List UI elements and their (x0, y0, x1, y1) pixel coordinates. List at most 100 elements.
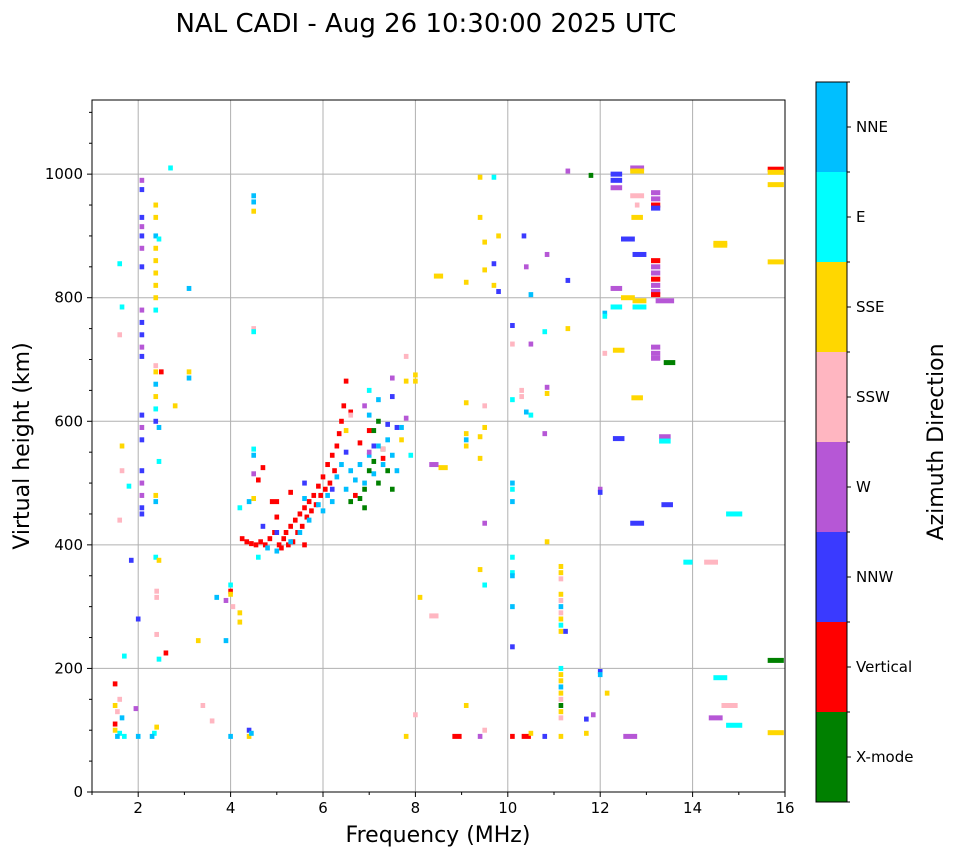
data-point-w (477, 733, 483, 739)
data-point-w (139, 480, 145, 486)
data-point-ssw (403, 353, 409, 359)
data-point-w (139, 492, 145, 498)
data-point-nnw (302, 480, 307, 486)
data-point-nne (306, 517, 312, 523)
data-point-ssw (519, 387, 524, 393)
data-point-vertical (325, 462, 330, 468)
data-point-w (651, 355, 661, 361)
data-point-nne (510, 499, 515, 505)
data-point-sse (399, 437, 404, 443)
data-point-nnw (612, 436, 625, 442)
data-point-nnw (597, 489, 603, 495)
data-point-nne (357, 462, 363, 468)
data-point-vertical (323, 486, 328, 492)
data-point-w (597, 486, 603, 492)
data-point-nnw (597, 669, 603, 675)
data-point-e (119, 304, 125, 310)
data-point-sse (463, 400, 469, 406)
data-point-ssw (348, 412, 354, 418)
data-point-vertical (279, 545, 284, 551)
data-point-e (659, 438, 671, 444)
data-point-nnw (139, 264, 145, 270)
data-point-vertical (256, 477, 261, 483)
data-point-vertical (380, 455, 386, 461)
data-point-nnw (542, 733, 548, 739)
data-point-nnw (565, 277, 571, 283)
data-point-e (228, 582, 233, 588)
colorbar-segment-nnw (816, 532, 847, 622)
data-point-ssw (200, 703, 206, 708)
data-point-nne (288, 539, 293, 545)
data-point-vertical (341, 403, 347, 409)
data-point-nne (251, 199, 257, 205)
data-point-vertical (353, 492, 358, 498)
data-point-nne (223, 638, 229, 644)
data-point-nne (119, 715, 125, 721)
data-point-vertical (258, 539, 263, 545)
data-point-e (558, 665, 564, 671)
data-point-e (126, 483, 132, 489)
data-point-vertical (292, 517, 298, 523)
data-point-e (156, 458, 162, 464)
data-point-ssw (230, 604, 236, 610)
x-tick-label: 2 (133, 799, 143, 817)
data-point-vertical (329, 452, 335, 458)
x-tick-label: 16 (775, 799, 794, 817)
data-point-nnw (496, 289, 501, 295)
data-point-w (651, 196, 661, 202)
data-point-vertical (318, 492, 323, 498)
data-point-nnw (153, 418, 159, 424)
data-point-nne (366, 452, 372, 458)
data-point-vertical (281, 536, 287, 542)
data-point-sse (403, 733, 409, 739)
data-point-e (558, 622, 564, 628)
data-point-nnw (135, 616, 141, 622)
data-point-ssw (154, 594, 159, 600)
data-point-nnw (610, 171, 623, 177)
data-point-w (223, 597, 229, 603)
data-point-sse (228, 591, 233, 597)
data-point-vertical (334, 443, 340, 449)
data-point-nne (389, 452, 395, 458)
data-point-e (251, 329, 257, 335)
data-point-sse (630, 168, 645, 174)
data-point-ssw (721, 703, 738, 708)
data-point-vertical (112, 721, 118, 727)
data-point-e (632, 304, 647, 310)
data-point-w (139, 224, 145, 230)
data-point-e (528, 412, 534, 418)
data-point-w (139, 245, 145, 251)
data-point-ssw (117, 332, 123, 338)
data-point-nnw (139, 412, 145, 418)
data-point-nne (149, 733, 155, 739)
data-point-sse (417, 594, 423, 600)
data-point-sse (477, 174, 483, 180)
data-point-w (389, 375, 395, 381)
data-point-sse (631, 214, 643, 220)
data-point-vertical (260, 465, 266, 471)
data-point-sse (767, 169, 784, 175)
data-point-vertical (348, 409, 354, 415)
data-point-nnw (661, 502, 673, 508)
x-axis-label: Frequency (MHz) (346, 823, 531, 848)
data-point-vertical (288, 523, 293, 529)
data-point-sse (343, 428, 349, 434)
data-point-x-mode (371, 458, 377, 464)
x-tick-label: 14 (683, 799, 702, 817)
data-point-e (482, 582, 488, 588)
data-point-vertical (651, 258, 661, 264)
data-point-e (683, 559, 693, 565)
data-point-sse (565, 326, 571, 332)
data-point-vertical (239, 536, 245, 542)
data-point-sse (558, 672, 564, 678)
colorbar-segment-e (816, 172, 847, 262)
data-point-vertical (339, 418, 344, 424)
data-point-vertical (332, 468, 337, 474)
data-point-e (152, 730, 157, 736)
colorbar-label-w: W (856, 478, 871, 496)
data-point-vertical (288, 489, 293, 495)
data-point-sse (477, 214, 483, 220)
data-point-w (523, 264, 529, 270)
y-tick-label: 600 (54, 412, 83, 430)
data-point-w (366, 449, 372, 455)
